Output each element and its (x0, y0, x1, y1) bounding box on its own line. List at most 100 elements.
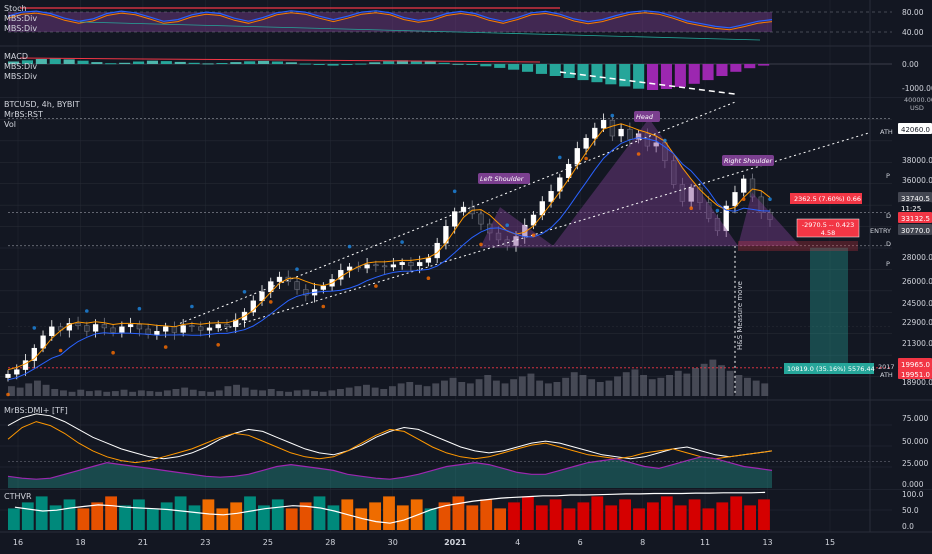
candle-body (154, 331, 160, 335)
macd-histogram-bar (299, 63, 311, 65)
macd-histogram-bar (341, 64, 353, 65)
macd-histogram-bar (383, 61, 395, 64)
macd-histogram-bar (508, 64, 520, 70)
cthvr-bar (35, 496, 48, 530)
macd-histogram-bar (230, 62, 242, 64)
cthvr-bar (299, 502, 312, 530)
volume-bar (250, 389, 258, 396)
x-tick-label: 25 (263, 538, 273, 547)
candle-body (22, 360, 29, 370)
stoch-d-line (7, 12, 773, 31)
candle-body (618, 128, 624, 137)
price-tag-text: 30770.0 (901, 227, 930, 235)
cthvr-bar (702, 508, 715, 530)
volume-bar (415, 384, 422, 396)
dmi-axis-tick: 25.000 (902, 459, 928, 468)
level-label: D (886, 240, 891, 248)
cthvr-bar (619, 499, 631, 530)
take-profit-zone (810, 247, 848, 368)
volume-bar (137, 390, 145, 396)
stop-label-box (796, 218, 860, 238)
candle-body (101, 324, 108, 329)
volume-bar (674, 370, 682, 396)
rst-marker-dot (242, 290, 247, 294)
macd-divergence-line (19, 57, 541, 63)
volume-bar (8, 386, 15, 396)
cthvr-bar (396, 505, 409, 530)
macd-histogram-bar (160, 61, 172, 64)
rst-marker-dot (216, 343, 220, 347)
stoch-label: Stoch (4, 4, 27, 13)
volume-bar (51, 389, 59, 396)
volume-bar (224, 386, 232, 396)
volume-bar (596, 382, 604, 396)
volume-bar (302, 389, 310, 396)
dmi-plus-line (7, 421, 773, 464)
candle-body (679, 184, 686, 202)
volume-bar (475, 379, 483, 396)
stoch-label: MBS:Div (4, 24, 37, 33)
volume-bar (484, 375, 492, 396)
cthvr-bar (244, 496, 256, 530)
volume-bar (735, 375, 743, 396)
rst-marker-dot (426, 276, 431, 281)
x-tick-label: 6 (578, 538, 583, 547)
dmi-axis-tick: 0.000 (902, 480, 924, 489)
rst-marker-dot (558, 155, 562, 160)
volume-bar (614, 376, 621, 396)
volume-bar (432, 383, 440, 396)
cthvr-bar (508, 502, 520, 530)
candle-body (215, 324, 221, 329)
macd-histogram-bar (63, 59, 75, 64)
macd-histogram-bar (688, 64, 700, 84)
level-label: P (886, 172, 890, 180)
volume-bar (527, 373, 535, 396)
rst-marker-dot (347, 244, 352, 249)
price-tag-red (898, 212, 932, 223)
cthvr-bar (716, 502, 729, 530)
dmi-adx-line (7, 413, 773, 460)
price-tag-text: 19965.0 (901, 361, 930, 369)
volume-bar (120, 389, 128, 396)
candle-body (671, 160, 677, 185)
candle-body (425, 257, 432, 263)
volume-bar (103, 391, 111, 396)
stoch-k-line (7, 10, 773, 29)
volume-bar (189, 389, 197, 396)
usd-axis-unit: USD (910, 104, 924, 112)
macd-pane-bg (0, 50, 932, 96)
cthvr-axis-tick: 100.0 (902, 490, 924, 499)
macd-histogram-bar (188, 62, 200, 64)
volume-bar (579, 375, 587, 396)
volume-bar (319, 391, 327, 396)
macd-histogram-bar (730, 64, 742, 72)
volume-bar (562, 377, 570, 396)
dmi-minus-line (7, 456, 773, 480)
price-tag-ath (898, 123, 932, 134)
cthvr-bar (8, 508, 20, 530)
cthvr-bar (605, 505, 618, 530)
cthvr-bar (355, 508, 368, 530)
cthvr-bar (535, 505, 548, 530)
price-tag-text: 42060.0 (901, 126, 930, 134)
macd-histogram-bar (591, 64, 603, 83)
price-tag-text: 11:25 (901, 205, 921, 213)
cthvr-bar (105, 496, 117, 530)
volume-bar (692, 368, 699, 396)
level-label: ENTRY (870, 227, 891, 235)
volume-bar (622, 372, 630, 396)
candle-body (198, 326, 204, 331)
volume-bar (146, 391, 154, 396)
macd-histogram-bar (146, 60, 158, 64)
volume-bar (380, 389, 388, 396)
candle-body (609, 119, 616, 137)
rst-marker-dot (32, 326, 37, 330)
volume-bar (311, 391, 318, 396)
volume-bar (466, 383, 474, 396)
candle-body (276, 276, 283, 282)
macd-histogram-bar (174, 61, 186, 64)
cthvr-bar (91, 502, 104, 530)
candle-body (320, 285, 326, 290)
